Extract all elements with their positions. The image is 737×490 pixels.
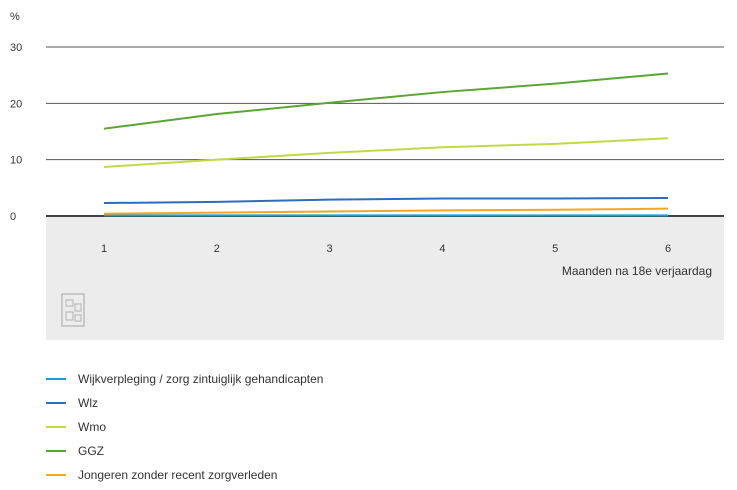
x-axis-label: Maanden na 18e verjaardag [562, 264, 712, 278]
cbs-logo-icon [61, 293, 85, 327]
legend-swatch [46, 378, 66, 380]
legend: Wijkverpleging / zorg zintuiglijk gehand… [46, 370, 323, 490]
y-tick-label: 20 [10, 98, 22, 110]
legend-item: Jongeren zonder recent zorgverleden [46, 466, 323, 484]
legend-label: GGZ [78, 444, 104, 458]
x-tick-label: 2 [214, 243, 220, 255]
legend-label: Wlz [78, 396, 98, 410]
line-chart: 0 10 20 30 % 1 2 3 4 5 6 Maanden na 18e verjaard… [10, 11, 724, 340]
y-tick-labels: 0 10 20 30 [10, 42, 22, 223]
legend-swatch [46, 450, 66, 452]
series-line [103, 137, 669, 168]
x-tick-label: 1 [101, 243, 107, 255]
series-line [103, 72, 669, 130]
x-tick-label: 4 [439, 243, 445, 255]
legend-item: GGZ [46, 442, 323, 460]
series-lines [103, 72, 669, 217]
legend-item: Wmo [46, 418, 323, 436]
x-tick-labels: 1 2 3 4 5 6 [101, 243, 671, 255]
legend-item: Wlz [46, 394, 323, 412]
legend-swatch [46, 402, 66, 404]
x-tick-label: 6 [665, 243, 671, 255]
legend-label: Jongeren zonder recent zorgverleden [78, 468, 278, 482]
legend-label: Wijkverpleging / zorg zintuiglijk gehand… [78, 372, 324, 386]
y-tick-label: 30 [10, 42, 22, 54]
x-tick-label: 3 [327, 243, 333, 255]
legend-swatch [46, 426, 66, 428]
legend-swatch [46, 474, 66, 476]
x-tick-label: 5 [552, 243, 558, 255]
gridlines [46, 46, 724, 217]
x-axis-band [46, 216, 724, 340]
y-unit-label: % [10, 11, 20, 23]
series-line [103, 196, 669, 205]
legend-label: Wmo [78, 420, 106, 434]
y-tick-label: 10 [10, 155, 22, 167]
y-tick-label: 0 [10, 211, 16, 223]
series-line [103, 207, 669, 215]
legend-item: Wijkverpleging / zorg zintuiglijk gehand… [46, 370, 323, 388]
